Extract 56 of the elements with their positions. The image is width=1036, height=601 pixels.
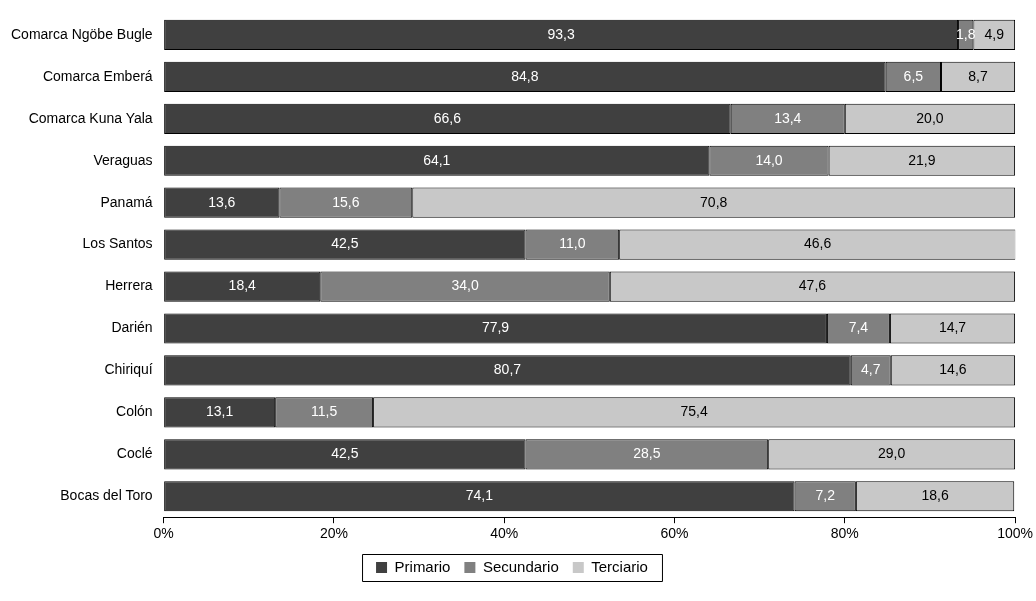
y-tick-label: Veraguas [93,151,153,168]
y-tick-label: Herrera [105,277,153,294]
data-label: 4,7 [861,361,881,378]
data-label: 80,7 [493,361,522,378]
data-label: 6,5 [903,67,924,84]
y-tick-label: Colón [116,403,153,420]
data-label: 28,5 [633,445,661,462]
data-label: 42,5 [331,445,359,462]
data-label: 70,8 [700,193,728,210]
y-tick-label: Darién [111,319,153,336]
data-label: 75,4 [680,403,708,420]
data-label: 18,4 [228,277,257,294]
data-label: 66,6 [433,109,462,126]
data-label: 77,9 [481,319,510,336]
y-tick-label: Comarca Ngöbe Bugle [10,25,153,42]
data-label: 18,6 [921,487,949,504]
x-tick-label: 100% [997,525,1033,542]
data-label: 14,7 [938,319,967,336]
y-tick-label: Los Santos [82,235,153,252]
x-tick-label: 0% [153,525,174,542]
data-label: 34,0 [451,277,479,294]
y-tick-label: Chiriquí [104,361,153,378]
legend-label: Terciario [591,557,648,575]
data-label: 84,8 [511,67,539,84]
data-label: 4,9 [984,25,1005,42]
data-label: 46,6 [803,235,832,252]
legend-label: Primario [394,557,451,575]
data-label: 13,4 [774,109,802,126]
x-tick-label: 40% [490,525,519,542]
y-tick-label: Panamá [100,193,153,210]
data-label: 47,6 [798,277,827,294]
y-tick-label: Comarca Kuna Yala [28,109,153,126]
data-label: 7,2 [815,487,836,504]
data-label: 14,0 [755,151,783,168]
y-tick-label: Bocas del Toro [60,487,153,504]
data-label: 11,0 [559,235,586,252]
x-tick-label: 80% [830,525,859,542]
y-tick-label: Comarca Emberá [42,67,153,84]
data-label: 11,5 [311,403,338,420]
x-tick-label: 60% [660,525,689,542]
x-tick-label: 20% [319,525,348,542]
data-label: 13,6 [208,193,236,210]
data-label: 20,0 [916,109,944,126]
data-label: 93,3 [547,25,575,42]
data-label: 7,4 [848,319,869,336]
data-label: 15,6 [332,193,360,210]
y-tick-label: Coclé [116,445,153,462]
legend-label: Secundario [482,557,559,575]
data-label: 64,1 [423,151,451,168]
data-label: 29,0 [878,445,906,462]
data-label: 21,9 [908,151,936,168]
data-label: 8,7 [968,67,988,84]
data-label: 14,6 [939,361,967,378]
data-label: 74,1 [465,487,494,504]
data-label: 42,5 [331,235,359,252]
data-label: 13,1 [206,403,234,420]
